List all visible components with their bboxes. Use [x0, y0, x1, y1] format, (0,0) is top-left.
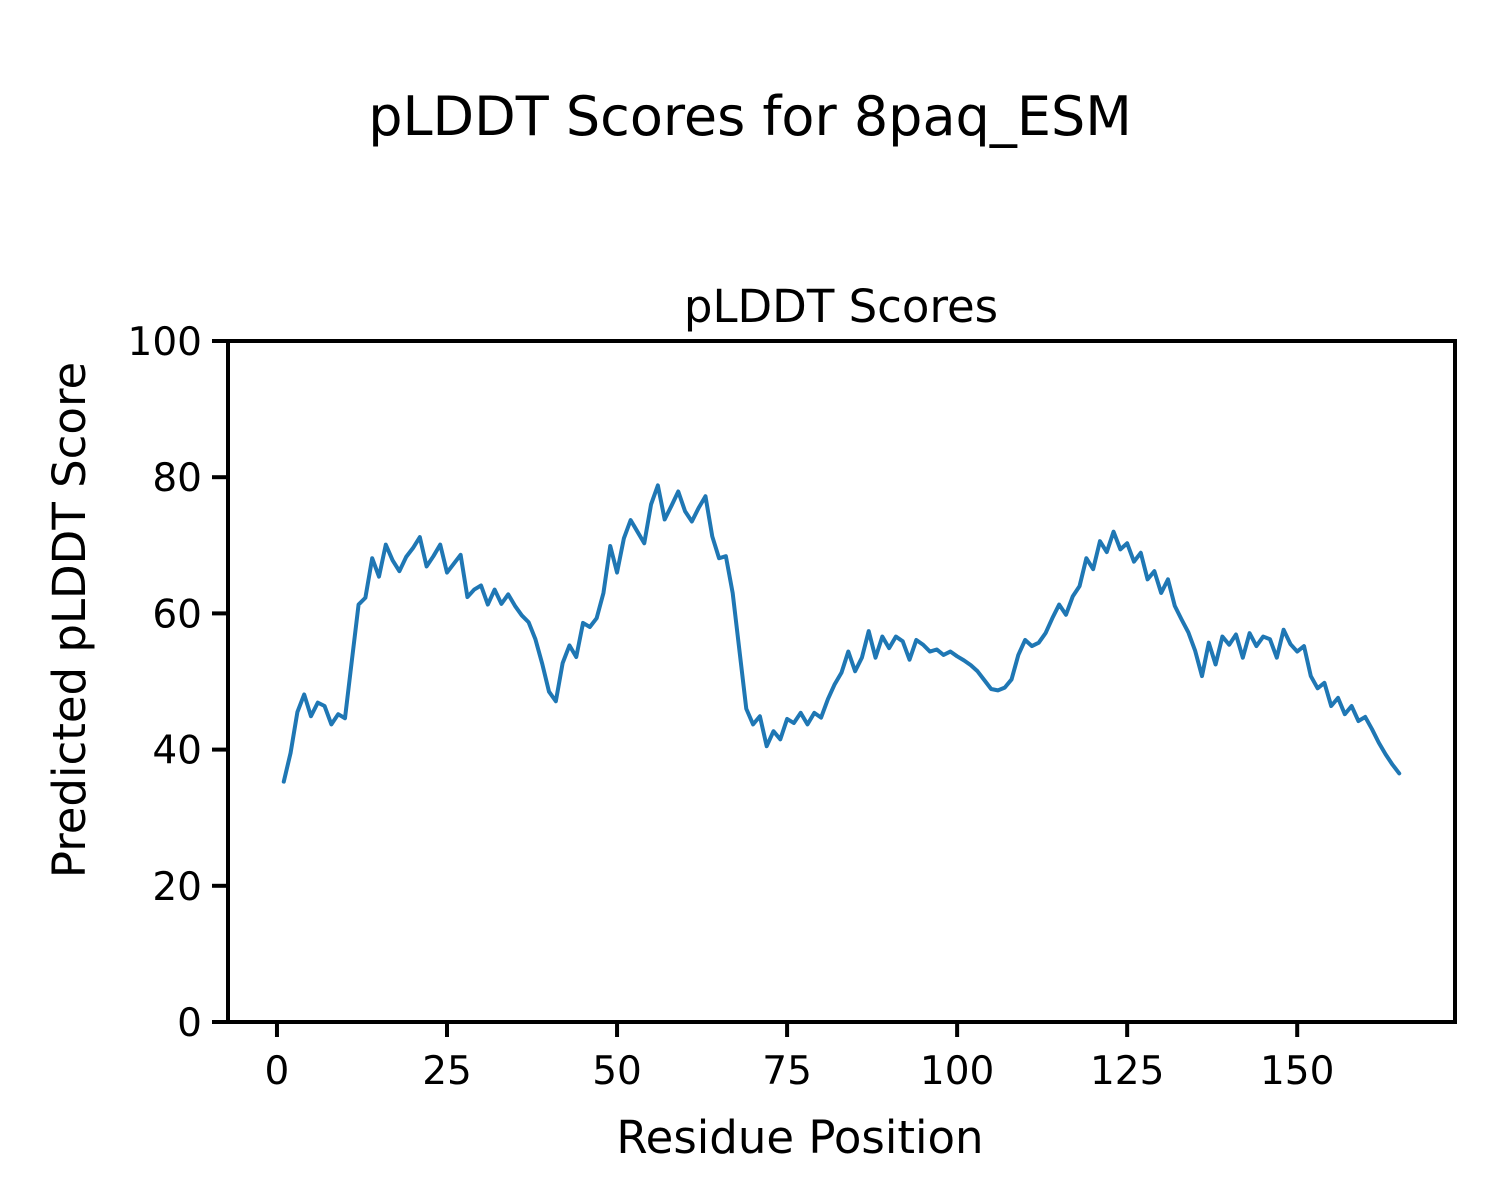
x-tick-label: 50 — [592, 1049, 642, 1094]
y-tick-label: 0 — [177, 1001, 202, 1046]
x-tick-label: 0 — [265, 1049, 290, 1094]
x-tick-label: 25 — [422, 1049, 472, 1094]
x-tick-label: 75 — [762, 1049, 812, 1094]
x-axis-label: Residue Position — [616, 1111, 983, 1164]
x-tick-label: 150 — [1260, 1049, 1334, 1094]
axis-ticks: 0 25 50 75 100 125 150 0 20 40 60 80 100 — [128, 320, 1335, 1094]
y-tick-label: 80 — [152, 456, 202, 501]
plot-area — [226, 339, 1457, 1024]
chart-title: pLDDT Scores — [684, 280, 998, 333]
x-tick-label: 125 — [1090, 1049, 1164, 1094]
y-tick-label: 60 — [152, 592, 202, 637]
plddt-line — [281, 483, 1402, 784]
x-tick-label: 100 — [920, 1049, 994, 1094]
y-tick-label: 40 — [152, 729, 202, 774]
y-axis-label: Predicted pLDDT Score — [43, 362, 96, 878]
y-tick-label: 100 — [128, 320, 202, 365]
figure-suptitle: pLDDT Scores for 8paq_ESM — [368, 85, 1132, 148]
y-tick-label: 20 — [152, 865, 202, 910]
